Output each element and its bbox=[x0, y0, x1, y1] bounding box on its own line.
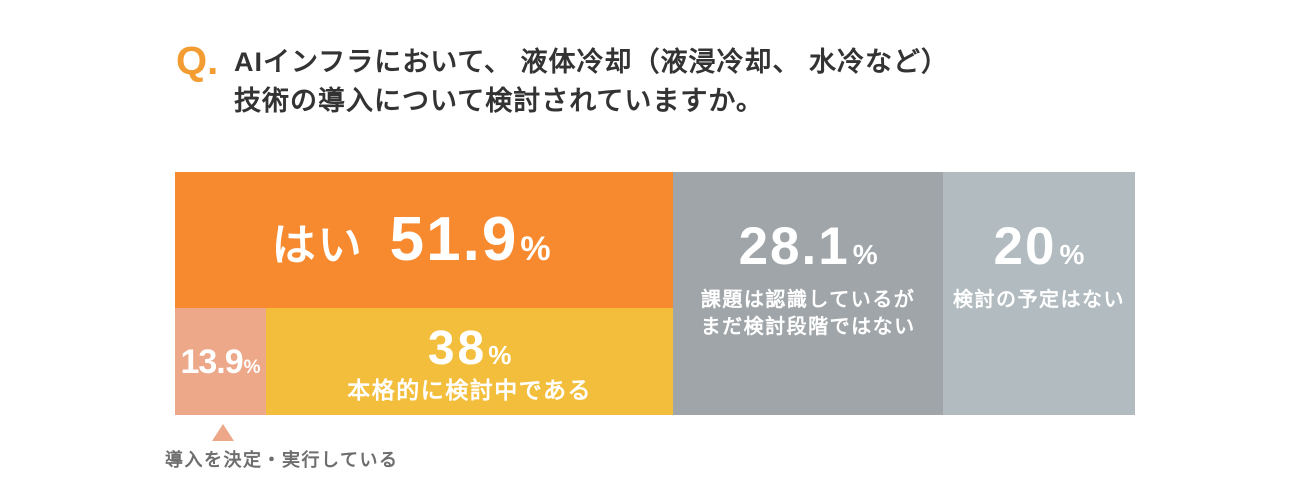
bar-segment-aware-not-yet: 28.1% 課題は認識しているが まだ検討段階ではない bbox=[673, 172, 943, 415]
bar-segment-implementing: 13.9% bbox=[175, 308, 266, 415]
question-line-1: AIインフラにおいて、 液体冷却（液浸冷却、 水冷など） bbox=[234, 47, 950, 77]
implementing-data-label: 13.9% bbox=[180, 345, 260, 379]
yes-breakdown-row: 13.9% 38% 本格的に検討中である bbox=[175, 308, 674, 415]
implementing-value-number: 13.9 bbox=[180, 342, 243, 381]
bar-segment-no-plans: 20% 検討の予定はない bbox=[942, 172, 1135, 415]
implementing-label: 導入を決定・実行している bbox=[165, 450, 399, 470]
no-plans-data-label: 20% bbox=[943, 220, 1135, 273]
aware-label: 課題は認識しているが まだ検討段階ではない bbox=[673, 287, 943, 341]
pointer-triangle-icon bbox=[212, 424, 234, 441]
no-plans-value-number: 20 bbox=[993, 217, 1057, 276]
no-plans-value-unit: % bbox=[1059, 239, 1085, 270]
bar-segment-considering: 38% 本格的に検討中である bbox=[266, 308, 674, 415]
bar-yes-total: はい 51.9% bbox=[175, 172, 674, 308]
stacked-bar-chart: はい 51.9% 13.9% 38% 本格的に検討中である 28.1% 課題は認識… bbox=[175, 172, 1135, 415]
yes-value-unit: % bbox=[520, 230, 551, 268]
considering-value-unit: % bbox=[488, 340, 512, 370]
question-line-2: 技術の導入について検討されていますか。 bbox=[234, 86, 764, 116]
aware-label-line-2: まだ検討段階ではない bbox=[700, 316, 916, 338]
aware-value-number: 28.1 bbox=[738, 217, 850, 276]
implementing-value-unit: % bbox=[243, 356, 261, 378]
yes-data-label: はい 51.9% bbox=[272, 209, 551, 271]
aware-value-unit: % bbox=[852, 239, 878, 270]
bar-segment-yes: はい 51.9% 13.9% 38% 本格的に検討中である bbox=[175, 172, 674, 415]
considering-data-label: 38% bbox=[266, 325, 673, 373]
yes-value-number: 51.9 bbox=[389, 205, 519, 274]
no-plans-label: 検討の予定はない bbox=[952, 289, 1125, 311]
considering-value-number: 38 bbox=[427, 322, 488, 375]
aware-label-line-1: 課題は認識しているが bbox=[700, 289, 916, 311]
considering-label: 本格的に検討中である bbox=[347, 377, 592, 403]
question-title: AIインフラにおいて、 液体冷却（液浸冷却、 水冷など） 技術の導入について検討… bbox=[234, 43, 949, 121]
question-prefix: Q. bbox=[176, 39, 219, 83]
yes-label: はい bbox=[271, 221, 364, 270]
aware-data-label: 28.1% bbox=[673, 220, 943, 273]
